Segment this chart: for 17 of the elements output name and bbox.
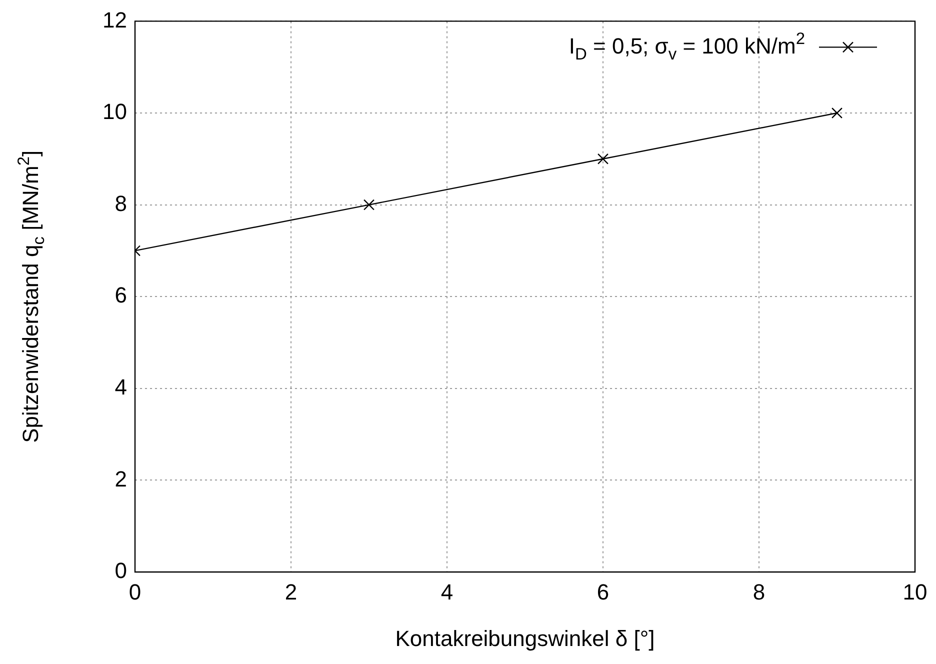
y-tick-label: 12	[102, 7, 127, 32]
x-tick-label: 10	[902, 579, 928, 604]
y-tick-label: 8	[114, 190, 127, 216]
point	[597, 153, 609, 164]
x-axis-title: Kontakreibungswinkel δ [°]	[395, 626, 655, 652]
x-tick-label: 2	[284, 579, 298, 604]
y-tick-label: 6	[114, 282, 127, 308]
point	[363, 199, 375, 210]
y-tick-label: 10	[102, 99, 127, 124]
y-tick-label: 2	[114, 466, 127, 492]
y-axis-title: Spitzenwiderstand qc [MN/m2]	[14, 150, 48, 443]
x-tick-label: 8	[752, 579, 766, 604]
x-tick-label: 4	[440, 579, 454, 604]
y-tick-label: 0	[114, 558, 127, 584]
y-tick-label: 4	[114, 374, 127, 400]
point	[831, 107, 843, 119]
x-tick-label: 6	[596, 579, 610, 604]
